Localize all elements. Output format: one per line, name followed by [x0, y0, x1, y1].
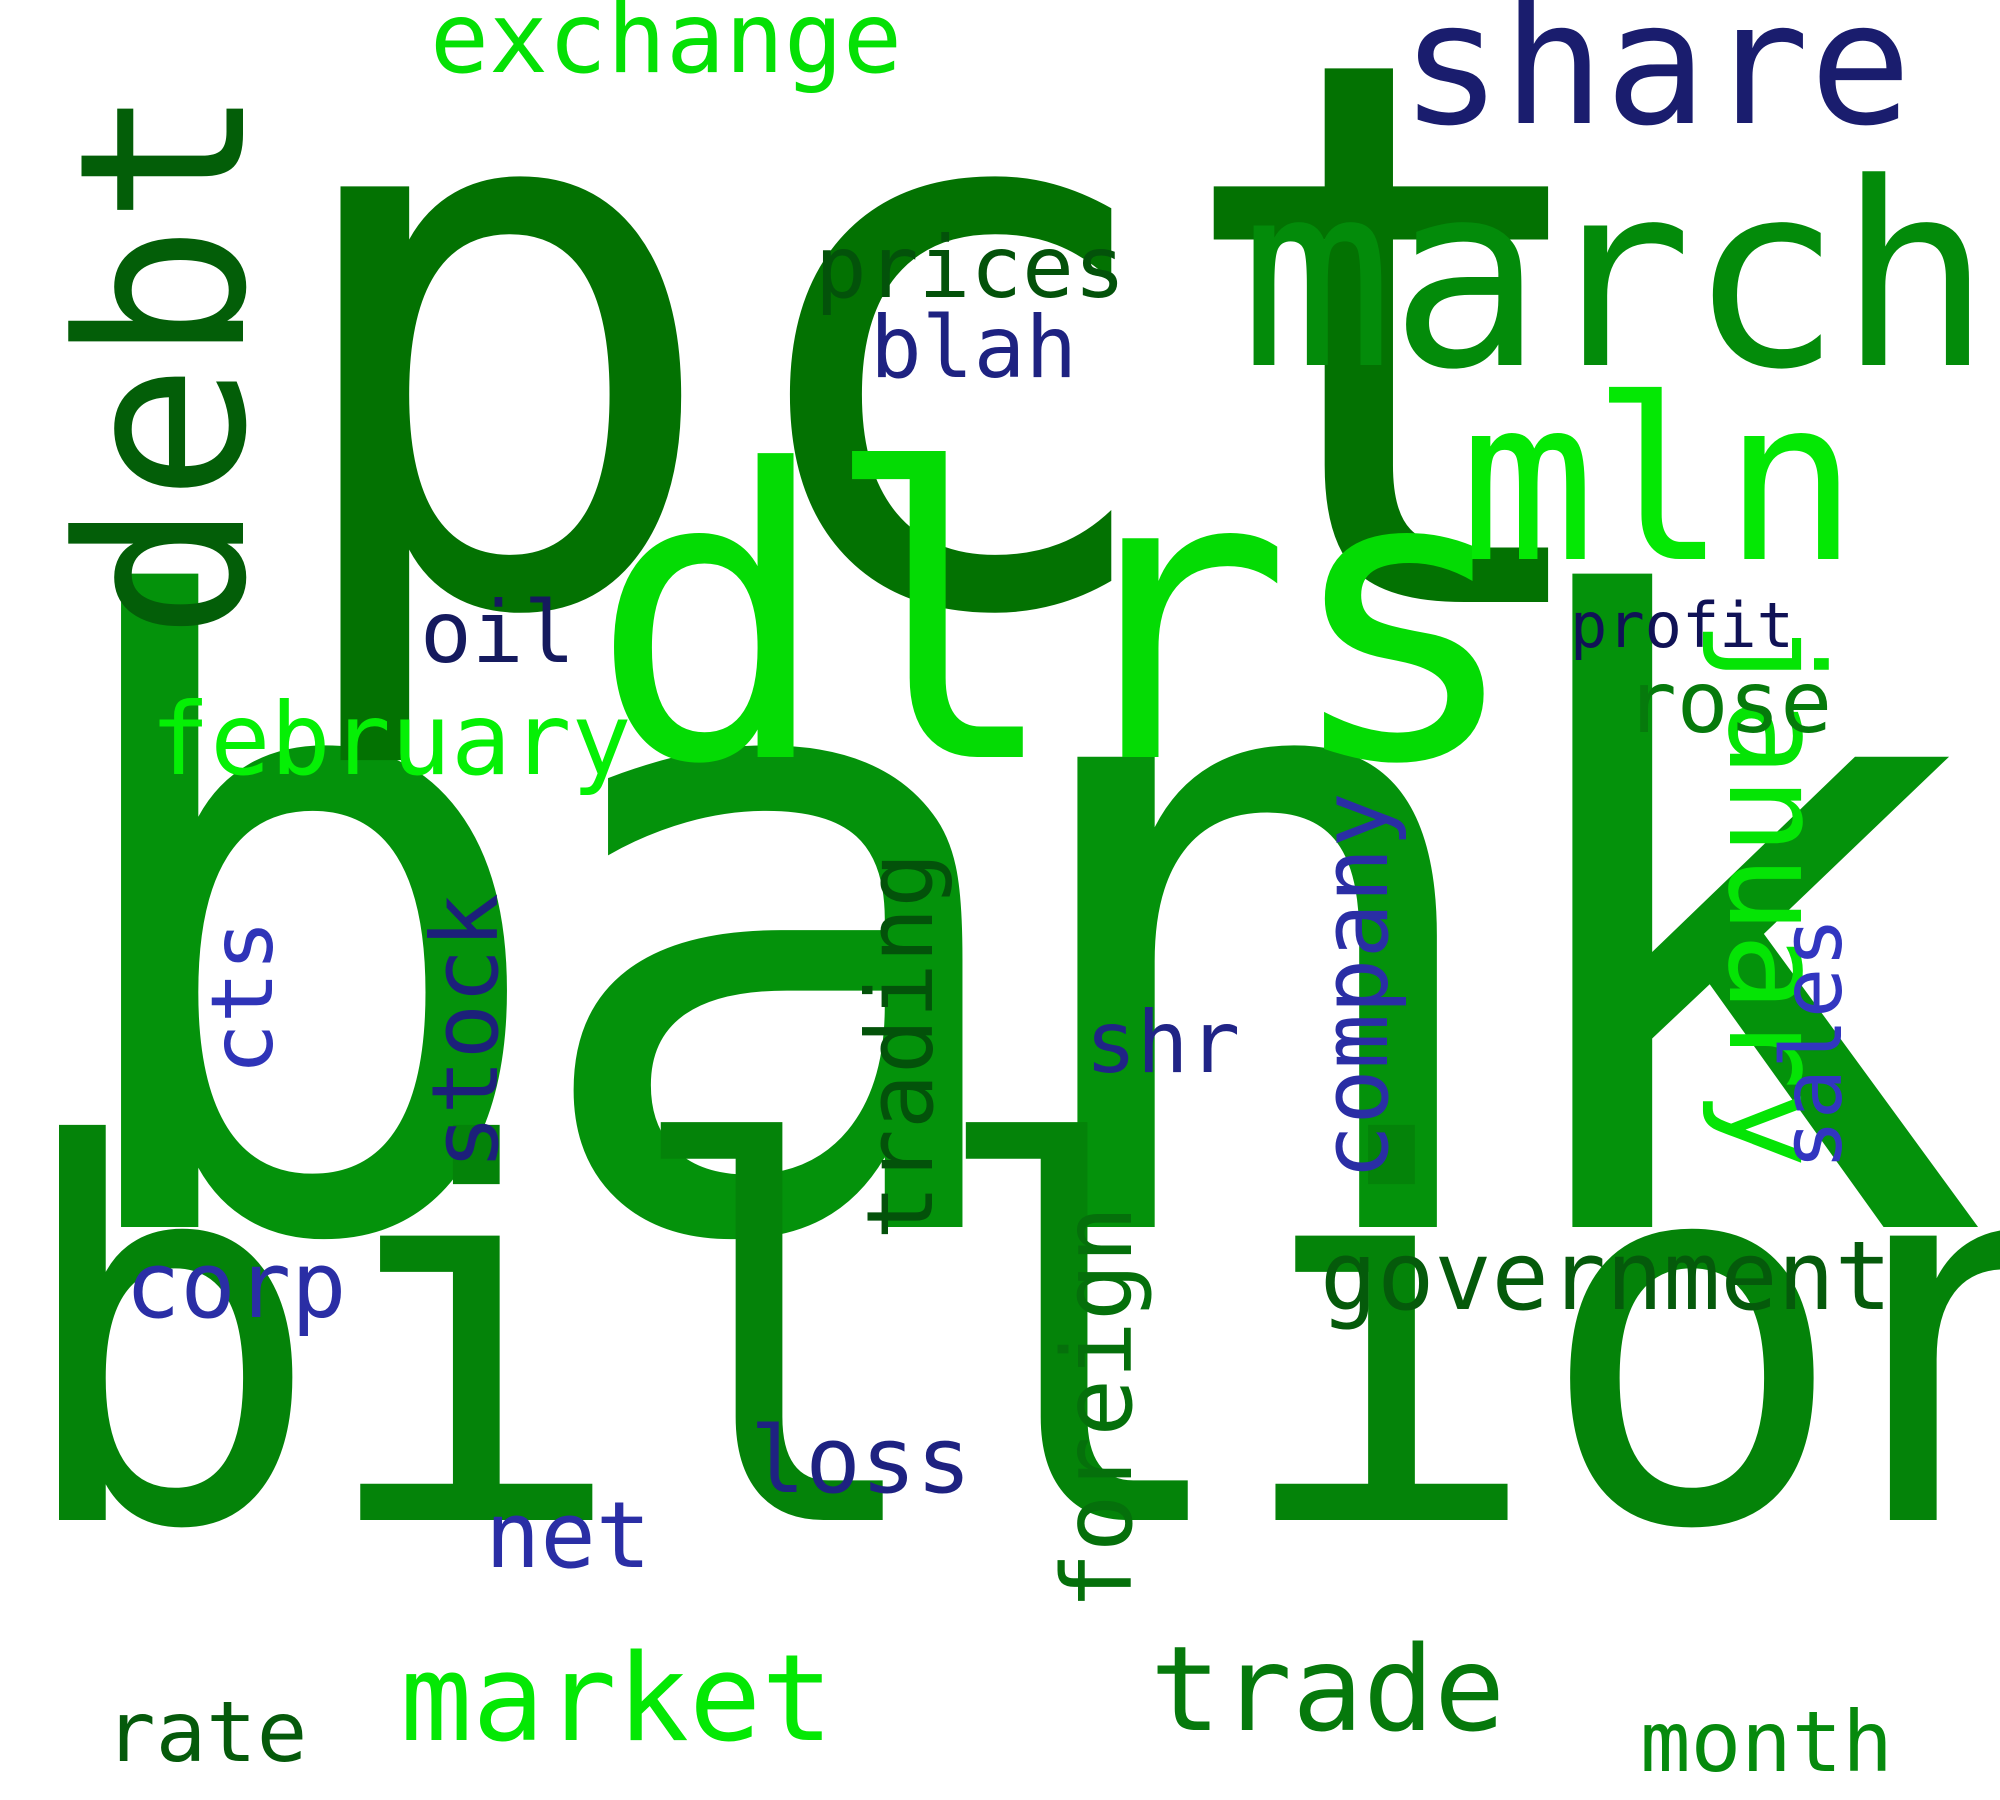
word-share: share: [1400, 0, 1912, 164]
word-exchange: exchange: [430, 0, 903, 96]
word-corp: corp: [125, 1232, 347, 1339]
word-rose: rose: [1625, 653, 1833, 753]
word-company: company: [1302, 792, 1409, 1180]
word-bank: bank: [40, 429, 1991, 1430]
word-market: market: [400, 1630, 834, 1769]
word-cts: cts: [193, 919, 293, 1075]
word-shr: shr: [1085, 993, 1241, 1093]
word-loss: loss: [750, 1407, 972, 1514]
word-sales: sales: [1763, 917, 1861, 1170]
word-february: february: [150, 681, 632, 798]
word-trade: trade: [1150, 1620, 1506, 1758]
word-trading: trading: [847, 852, 954, 1240]
word-mln: mln: [1460, 351, 1858, 613]
word-government: government: [1320, 1222, 1892, 1332]
word-stock: stock: [412, 893, 519, 1170]
word-blah: blah: [870, 298, 1078, 398]
word-rate: rate: [105, 1683, 308, 1781]
word-profit: profit: [1570, 589, 1794, 662]
word-prices: prices: [815, 218, 1126, 318]
word-march: march: [1240, 129, 1992, 426]
word-month: month: [1640, 1693, 1893, 1791]
word-net: net: [485, 1482, 652, 1589]
word-foreign: foreign: [1042, 1205, 1154, 1610]
word-debt: debt: [31, 86, 298, 640]
word-oil: oil: [420, 583, 576, 683]
word-dlrs: dlrs: [590, 387, 1523, 852]
word-pct: pct: [270, 0, 1623, 782]
word-billion: billion: [10, 1037, 2000, 1643]
